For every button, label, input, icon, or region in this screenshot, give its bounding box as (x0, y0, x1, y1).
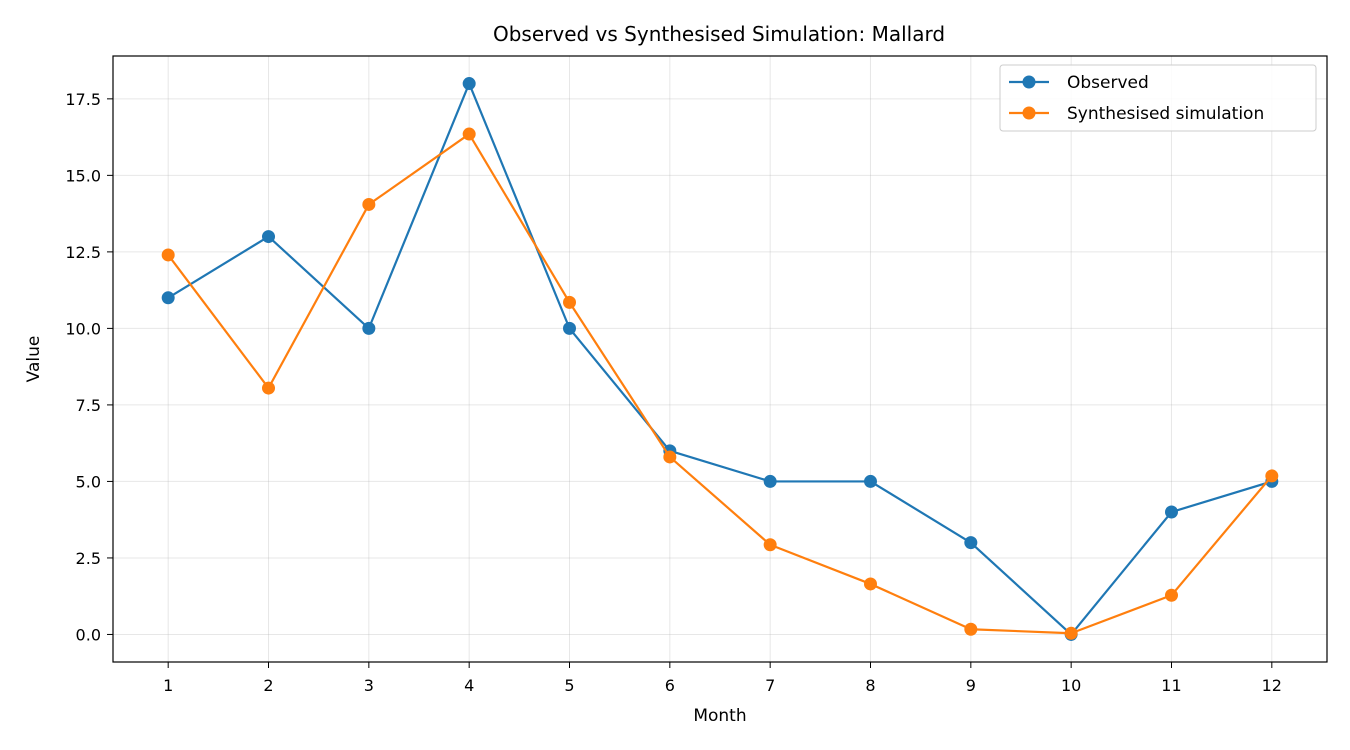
y-tick-label: 12.5 (65, 243, 101, 262)
series-observed (161, 77, 1279, 641)
plot-frame (112, 55, 1328, 663)
series-line (167, 132, 1273, 635)
x-tick-label: 4 (464, 676, 474, 695)
data-point (964, 622, 978, 636)
series-line (167, 82, 1273, 636)
x-tick-label: 2 (263, 676, 273, 695)
chart-title: Observed vs Synthesised Simulation: Mall… (493, 22, 945, 46)
data-point (462, 77, 476, 91)
y-tick-label: 7.5 (76, 396, 101, 415)
data-point (563, 321, 577, 335)
y-tick-label: 0.0 (76, 625, 101, 644)
data-point (462, 127, 476, 141)
legend: Observed Synthesised simulation (999, 64, 1317, 132)
data-point (863, 474, 877, 488)
legend-item: Observed (1009, 73, 1149, 93)
series-layer (161, 77, 1279, 641)
data-point (161, 248, 175, 262)
grid (113, 56, 1327, 662)
x-tick-label: 10 (1061, 676, 1081, 695)
y-tick-label: 15.0 (65, 166, 101, 185)
data-point (663, 450, 677, 464)
legend-marker (1022, 75, 1036, 89)
data-point (262, 381, 276, 395)
series-synthesised-simulation (161, 127, 1279, 640)
data-point (161, 291, 175, 305)
y-tick-label: 10.0 (65, 319, 101, 338)
data-point (964, 536, 978, 550)
data-point (763, 474, 777, 488)
x-tick-label: 7 (765, 676, 775, 695)
y-axis-label: Value (24, 336, 44, 383)
x-tick-label: 9 (966, 676, 976, 695)
x-tick-label: 6 (665, 676, 675, 695)
legend-label: Observed (1067, 73, 1149, 93)
data-point (763, 538, 777, 552)
legend-frame (999, 64, 1317, 132)
x-axis-label: Month (693, 706, 746, 726)
legend-marker (1022, 106, 1036, 120)
x-tick-label: 12 (1262, 676, 1282, 695)
y-tick-label: 2.5 (76, 549, 101, 568)
data-point (1164, 505, 1178, 519)
data-point (362, 197, 376, 211)
x-tick-label: 8 (865, 676, 875, 695)
legend-item: Synthesised simulation (1009, 104, 1264, 124)
data-point (1265, 469, 1279, 483)
x-axis: 1 2 3 4 5 6 7 8 9 10 11 12 (163, 662, 1282, 695)
x-tick-label: 1 (163, 676, 173, 695)
legend-label: Synthesised simulation (1067, 104, 1264, 124)
y-axis: 0.0 2.5 5.0 7.5 10.0 12.5 15.0 17.5 (65, 90, 113, 644)
y-tick-label: 17.5 (65, 90, 101, 109)
x-tick-label: 5 (564, 676, 574, 695)
y-tick-label: 5.0 (76, 472, 101, 491)
x-tick-label: 11 (1161, 676, 1181, 695)
data-point (1064, 626, 1078, 640)
data-point (863, 577, 877, 591)
data-point (362, 321, 376, 335)
data-point (563, 295, 577, 309)
x-tick-label: 3 (364, 676, 374, 695)
data-point (1164, 588, 1178, 602)
data-point (262, 230, 276, 244)
